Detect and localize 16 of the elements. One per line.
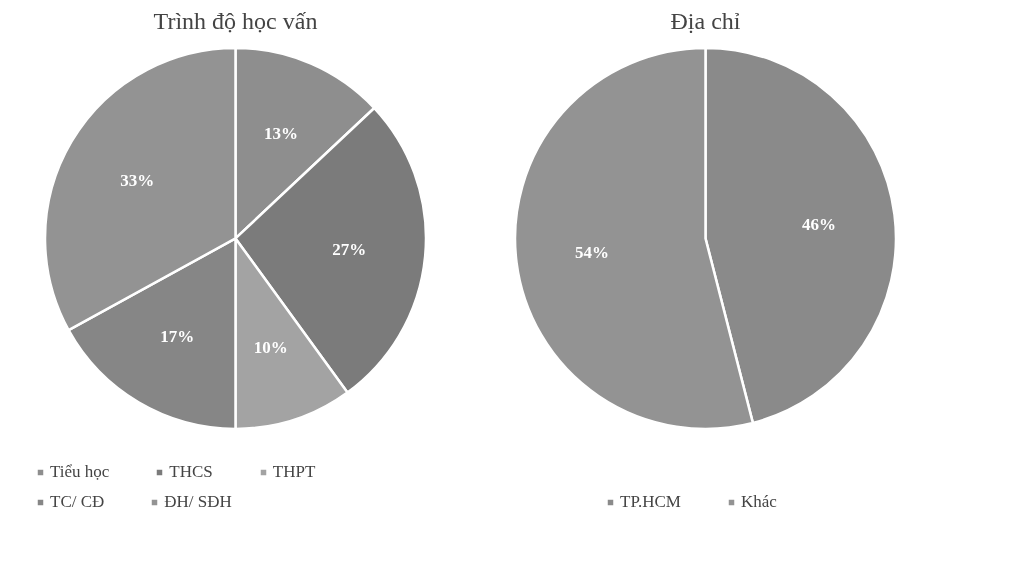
data-label: 54% [575, 243, 610, 263]
legend-label: ĐH/ SĐH [164, 492, 232, 512]
legend-label: Khác [740, 492, 777, 512]
chart-title: Địa chỉ [670, 7, 741, 34]
data-label: 27% [332, 239, 367, 259]
legend-label: Tiểu học [50, 462, 110, 482]
legend-label: TC/ CĐ [50, 492, 105, 512]
data-label: 33% [120, 170, 155, 190]
chart-title: Trình độ học vấn [153, 7, 318, 34]
data-label: 10% [253, 337, 288, 357]
legend-label: TP.HCM [620, 492, 681, 512]
data-label: 13% [263, 124, 298, 144]
legend-label: THCS [169, 462, 213, 482]
data-label: 46% [801, 214, 836, 234]
legend-label: THPT [272, 462, 316, 482]
data-label: 17% [160, 327, 195, 347]
